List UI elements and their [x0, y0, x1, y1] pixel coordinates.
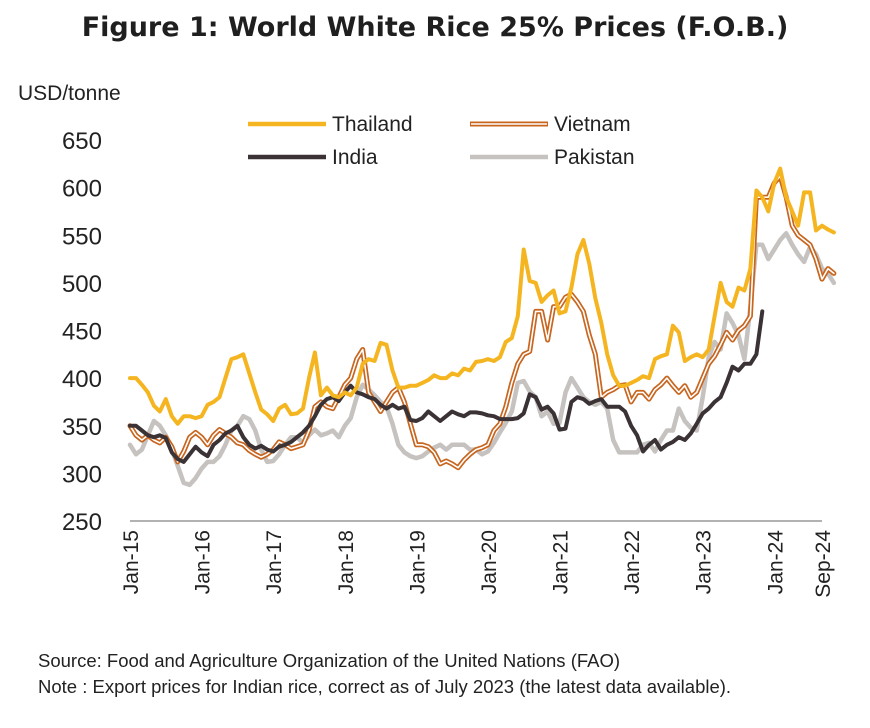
y-axis-unit-label: USD/tonne: [18, 82, 121, 105]
y-tick-labels: 250 300 350 400 450 500 550 600 650: [62, 128, 102, 536]
x-tick-label: Jan-22: [621, 530, 644, 594]
x-tick-label: Jan-21: [550, 530, 573, 594]
legend-label-vietnam: Vietnam: [554, 113, 631, 136]
y-tick-label: 300: [62, 461, 102, 488]
legend-label-pakistan: Pakistan: [554, 146, 635, 169]
x-tick-label: Jan-24: [764, 530, 787, 595]
y-tick-label: 250: [62, 509, 102, 536]
series-line-india: [128, 309, 765, 464]
series-lines: [127, 166, 837, 488]
x-tick-label: Jan-15: [120, 530, 143, 594]
legend-label-thailand: Thailand: [332, 113, 413, 136]
x-tick-label: Sep-24: [812, 530, 835, 598]
data-availability-note: Note : Export prices for Indian rice, co…: [38, 676, 732, 697]
y-tick-label: 500: [62, 271, 102, 298]
source-note: Source: Food and Agriculture Organizatio…: [38, 650, 621, 671]
series-line-vietnam: [127, 173, 837, 471]
x-tick-label: Jan-20: [478, 530, 501, 594]
chart-title: Figure 1: World White Rice 25% Prices (F…: [81, 12, 789, 43]
y-tick-label: 400: [62, 366, 102, 393]
y-tick-label: 600: [62, 176, 102, 203]
x-tick-label: Jan-23: [693, 530, 716, 594]
x-tick-labels: Jan-15 Jan-16 Jan-17 Jan-18 Jan-19 Jan-20 Jan-…: [120, 530, 835, 598]
series-line-vietnam-inner: [129, 175, 835, 469]
y-tick-label: 350: [62, 414, 102, 441]
x-tick-label: Jan-16: [192, 530, 215, 594]
y-tick-label: 550: [62, 223, 102, 250]
series-line-pakistan: [127, 231, 837, 488]
y-tick-label: 450: [62, 319, 102, 346]
legend: Thailand Vietnam India Pakistan: [248, 113, 635, 169]
series-line-thailand: [128, 166, 836, 426]
x-tick-label: Jan-17: [263, 530, 286, 594]
x-tick-label: Jan-18: [335, 530, 358, 594]
legend-label-india: India: [332, 146, 378, 169]
x-tick-label: Jan-19: [406, 530, 429, 594]
y-tick-label: 650: [62, 128, 102, 155]
